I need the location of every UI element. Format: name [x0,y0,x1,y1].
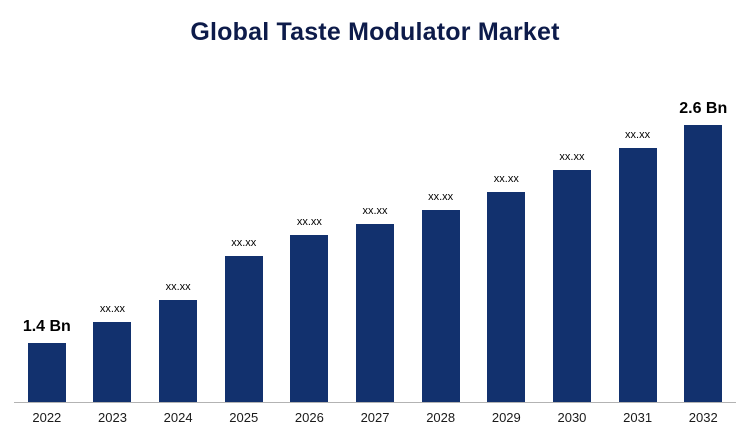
x-axis-label: 2028 [426,410,456,425]
bar-value-label: xx.xx [428,191,454,203]
bar-column: 1.4 Bn [14,100,80,402]
x-axis: 2022 2023 2024 2025 2026 2027 2028 2029 2030 2031… [14,403,736,425]
bar [224,256,263,402]
bar [684,125,723,402]
x-axis-label: 2026 [294,410,324,425]
bar-column: xx.xx [408,100,474,402]
bar [159,300,198,402]
x-axis-label: 2024 [163,410,193,425]
x-axis-label: 2023 [98,410,127,425]
bar [356,224,395,402]
x-axis-label: 2032 [688,410,718,425]
bar-value-label: xx.xx [296,216,322,228]
bar-value-label: xx.xx [165,281,191,293]
bar [618,148,657,402]
bar-column: xx.xx [211,100,277,402]
bar [27,343,66,402]
x-axis-label: 2029 [491,410,521,425]
bar-value-label: xx.xx [99,303,125,315]
bar-chart: 1.4 Bn xx.xx xx.xx xx.xx xx.xx xx.xx xx.xx xx.x… [0,100,750,425]
bar-column: xx.xx [473,100,539,402]
bar-column: xx.xx [539,100,605,402]
bar-column: xx.xx [342,100,408,402]
bar [93,322,132,402]
x-axis-label: 2022 [32,410,62,425]
x-axis-label: 2025 [229,410,259,425]
bar-value-label: 1.4 Bn [22,318,71,335]
bar [487,192,526,402]
bar [290,235,329,402]
bar-column: xx.xx [80,100,146,402]
x-axis-label: 2027 [360,410,390,425]
bar [421,210,460,402]
plot-area: 1.4 Bn xx.xx xx.xx xx.xx xx.xx xx.xx xx.xx xx.x… [14,100,736,403]
bar-value-label: xx.xx [493,173,519,185]
bar-value-label: xx.xx [362,205,388,217]
chart-title: Global Taste Modulator Market [190,18,560,46]
x-axis-label: 2031 [623,410,653,425]
bar-column: 2.6 Bn [670,100,736,402]
bar-value-label: xx.xx [559,151,585,163]
bar-column: xx.xx [145,100,211,402]
bar-value-label: xx.xx [231,237,257,249]
x-axis-label: 2030 [557,410,587,425]
bar [552,170,591,402]
bar-value-label: 2.6 Bn [679,100,728,117]
bar-value-label: xx.xx [625,129,651,141]
bar-column: xx.xx [605,100,671,402]
bar-column: xx.xx [277,100,343,402]
